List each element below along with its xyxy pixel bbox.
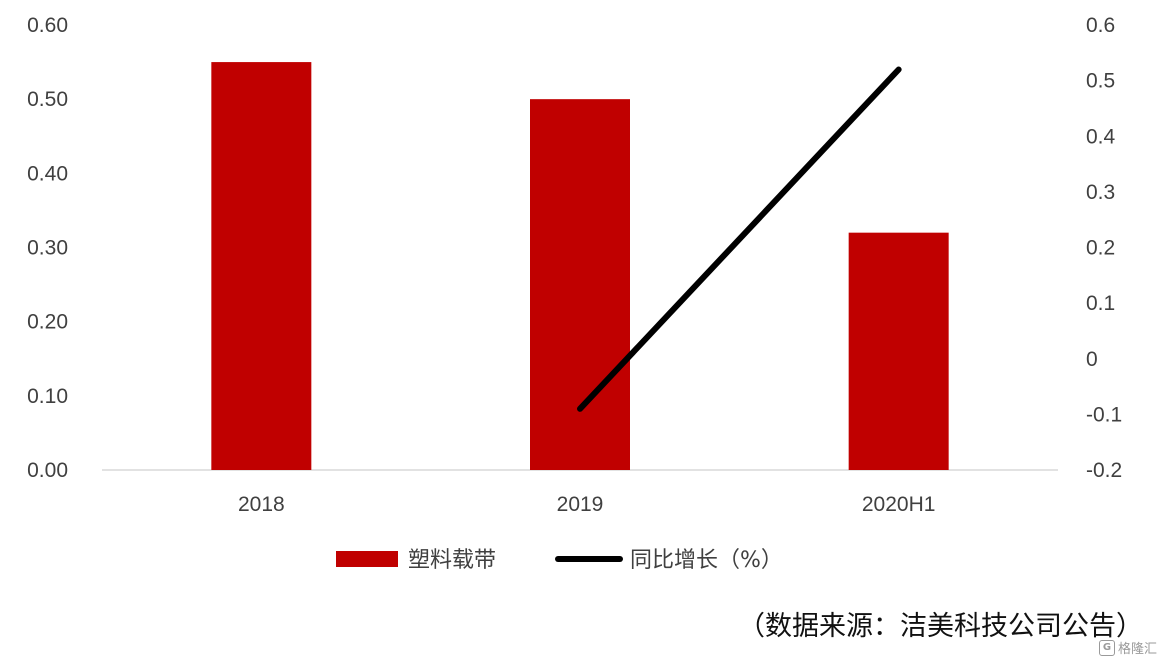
y-left-tick-label: 0.60	[27, 14, 68, 37]
y-left-tick-label: 0.10	[27, 385, 68, 408]
x-tick-label: 2018	[238, 493, 285, 516]
line-series-path	[577, 66, 902, 412]
watermark-text: 格隆汇	[1117, 642, 1157, 657]
y-right-tick-label: 0	[1086, 348, 1098, 371]
y-right-tick-label: 0.4	[1086, 125, 1116, 148]
legend-bar-label: 塑料载带	[408, 548, 496, 573]
x-tick-label: 2020H1	[862, 493, 936, 516]
watermark: G 格隆汇	[1098, 638, 1157, 657]
y-left-tick-label: 0.50	[27, 88, 68, 111]
watermark-logo-icon: G	[1098, 639, 1115, 656]
y-left-tick-label: 0.00	[27, 459, 68, 482]
y-right-tick-label: 0.2	[1086, 237, 1115, 260]
y-right-tick-label: -0.2	[1086, 459, 1122, 482]
legend-bar-swatch	[336, 551, 398, 567]
y-right-tick-label: -0.1	[1086, 403, 1122, 426]
y-left-tick-label: 0.20	[27, 311, 68, 334]
bar	[848, 232, 949, 470]
y-right-tick-label: 0.5	[1086, 70, 1115, 93]
bar	[530, 99, 630, 471]
y-right-tick-label: 0.1	[1086, 292, 1115, 315]
y-right-tick-label: 0.6	[1086, 14, 1115, 37]
legend-line-label: 同比增长（%）	[630, 548, 783, 573]
y-right-tick-label: 0.3	[1086, 181, 1115, 204]
y-left-tick-label: 0.30	[27, 237, 68, 260]
x-tick-label: 2019	[557, 493, 604, 516]
bar	[211, 62, 312, 470]
y-left-tick-label: 0.40	[27, 162, 68, 185]
source-note: （数据来源：洁美科技公司公告）	[738, 611, 1143, 642]
